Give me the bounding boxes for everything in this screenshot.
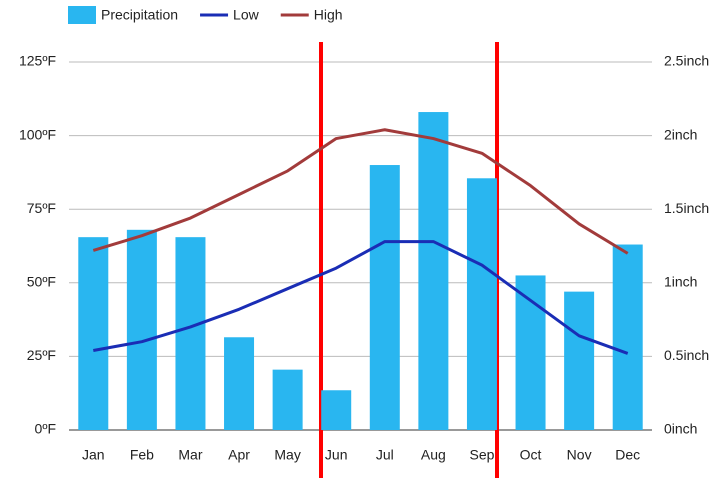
- y2-tick-label: 1.5inch: [664, 200, 709, 216]
- x-tick-label: Apr: [228, 447, 250, 463]
- x-tick-label: Dec: [615, 447, 640, 463]
- x-tick-label: Oct: [520, 447, 542, 463]
- legend-label: High: [314, 7, 343, 23]
- bar: [78, 237, 109, 430]
- x-tick-label: Nov: [567, 447, 592, 463]
- y2-tick-label: 2.5inch: [664, 53, 709, 69]
- bar: [126, 229, 157, 430]
- x-tick-label: Jun: [325, 447, 348, 463]
- y2-tick-label: 1inch: [664, 274, 697, 290]
- x-tick-label: Feb: [130, 447, 154, 463]
- y-tick-label: 100ºF: [19, 126, 56, 142]
- x-tick-label: May: [274, 447, 300, 463]
- y-tick-label: 125ºF: [19, 53, 56, 69]
- bar: [418, 112, 449, 430]
- y-tick-label: 25ºF: [27, 347, 56, 363]
- x-tick-label: Sep: [469, 447, 494, 463]
- line: [92, 128, 629, 255]
- x-tick-label: Aug: [421, 447, 446, 463]
- line: [93, 240, 629, 355]
- y-tick-label: 0ºF: [35, 421, 56, 437]
- bar: [272, 369, 303, 430]
- legend-swatch: [68, 6, 96, 24]
- x-tick-label: Mar: [178, 447, 202, 463]
- bar: [224, 337, 255, 430]
- y2-tick-label: 2inch: [664, 126, 697, 142]
- y2-tick-label: 0inch: [664, 421, 697, 437]
- x-tick-label: Jul: [376, 447, 394, 463]
- legend-label: Precipitation: [101, 7, 178, 23]
- bar: [175, 237, 206, 430]
- x-tick-label: Jan: [82, 447, 105, 463]
- y-tick-label: 75ºF: [27, 200, 56, 216]
- bar: [612, 244, 643, 430]
- bar: [564, 291, 595, 430]
- bar: [466, 178, 497, 430]
- y2-tick-label: 0.5inch: [664, 347, 709, 363]
- y-tick-label: 50ºF: [27, 274, 56, 290]
- legend-label: Low: [233, 7, 260, 23]
- bar: [369, 165, 400, 431]
- bar: [321, 390, 352, 430]
